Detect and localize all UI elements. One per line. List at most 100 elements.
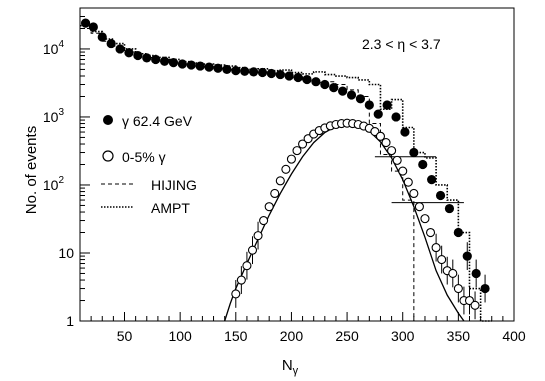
- data-point-filled: [195, 61, 205, 71]
- data-point-filled: [88, 22, 98, 32]
- data-point-open: [425, 227, 436, 238]
- x-axis-title-main: N: [282, 357, 293, 374]
- data-point-filled: [373, 109, 383, 119]
- data-point-open: [259, 215, 269, 226]
- data-point-open: [437, 255, 447, 265]
- data-point-open: [292, 146, 302, 156]
- data-point-open: [247, 245, 258, 255]
- data-point-filled: [142, 53, 152, 63]
- y-tick-label: 1: [66, 313, 74, 329]
- legend-label-central: 0-5% γ: [122, 149, 166, 165]
- data-point-filled: [133, 50, 143, 61]
- y-tick-label: 103: [43, 107, 65, 125]
- data-point-filled: [480, 283, 490, 294]
- legend-label-hijing: HIJING: [151, 177, 197, 193]
- x-tick-label: 250: [335, 328, 359, 344]
- data-point-filled: [364, 100, 374, 110]
- data-point-open: [275, 176, 285, 186]
- data-point-filled: [391, 112, 401, 122]
- data-point-open: [242, 261, 252, 271]
- y-axis-title: No. of events: [23, 126, 40, 214]
- data-point-filled: [159, 56, 170, 66]
- data-point-filled: [418, 159, 428, 170]
- data-point-filled: [124, 48, 134, 58]
- data-point-open: [264, 202, 274, 212]
- x-axis-title-sub: γ: [293, 365, 299, 377]
- data-point-open: [409, 188, 419, 199]
- data-point-filled: [355, 94, 366, 104]
- data-point-open: [270, 188, 280, 199]
- x-axis-title: Nγ: [282, 357, 299, 377]
- data-point-open: [420, 214, 430, 224]
- x-tick-label: 200: [280, 328, 304, 344]
- data-point-open: [387, 146, 397, 156]
- data-point-filled: [427, 174, 437, 185]
- data-point-filled: [186, 60, 196, 70]
- data-point-open: [414, 202, 424, 212]
- data-point-filled: [284, 71, 294, 81]
- data-point-filled: [249, 67, 259, 77]
- data-point-filled: [311, 77, 321, 87]
- data-point-filled: [435, 190, 446, 201]
- data-point-filled: [302, 74, 312, 85]
- data-point-filled: [266, 68, 277, 79]
- data-point-open: [253, 231, 263, 241]
- legend-marker-filled-circle: [103, 115, 113, 125]
- x-tick-label: 150: [224, 328, 248, 344]
- x-tick-label: 350: [447, 328, 471, 344]
- legend-label-data: γ 62.4 GeV: [122, 113, 193, 129]
- data-point-filled: [444, 203, 455, 214]
- y-tick-label: 10: [58, 245, 74, 261]
- x-tick-label: 100: [168, 328, 192, 344]
- markers: [80, 18, 490, 320]
- axes: 50 100 150 200 250 300 350 400 1 10 102 103 104: [43, 7, 526, 344]
- data-point-filled: [80, 18, 91, 28]
- data-point-open: [286, 154, 296, 164]
- x-tick-label: 300: [391, 328, 415, 344]
- x-tick-label: 50: [117, 328, 133, 344]
- data-point-filled: [329, 83, 339, 93]
- data-point-open: [231, 289, 241, 299]
- data-point-filled: [338, 86, 348, 96]
- data-point-filled: [382, 100, 392, 110]
- data-point-filled: [115, 44, 125, 54]
- data-point-filled: [151, 54, 161, 65]
- data-point-filled: [257, 67, 268, 78]
- data-point-filled: [400, 127, 410, 137]
- data-point-open: [431, 243, 441, 253]
- data-point-open: [448, 268, 458, 279]
- data-point-filled: [168, 57, 179, 68]
- data-point-filled: [240, 66, 250, 76]
- legend-marker-open-circle: [102, 150, 114, 162]
- data-point-filled: [177, 59, 187, 69]
- data-point-open: [281, 164, 291, 174]
- x-tick-label: 400: [502, 328, 526, 344]
- data-point-filled: [204, 62, 214, 72]
- data-point-open: [392, 155, 402, 165]
- data-point-filled: [320, 79, 330, 90]
- legend-label-ampt: AMPT: [151, 200, 190, 216]
- annotation-eta-range: 2.3 < η < 3.7: [362, 36, 441, 52]
- legend: γ 62.4 GeV 0-5% γ HIJING AMPT: [101, 113, 197, 216]
- data-point-open: [453, 283, 463, 294]
- data-point-filled: [462, 251, 472, 261]
- y-tick-label: 104: [43, 39, 65, 57]
- data-point-filled: [346, 90, 357, 100]
- data-point-filled: [453, 227, 463, 238]
- data-point-filled: [471, 268, 481, 279]
- ampt-histogram: [80, 24, 492, 322]
- data-point-open: [381, 138, 391, 148]
- data-point-open: [398, 166, 408, 176]
- y-tick-label: 102: [43, 175, 65, 193]
- data-point-filled: [231, 66, 241, 76]
- data-point-open: [375, 131, 386, 141]
- data-point-filled: [275, 69, 285, 80]
- data-point-filled: [222, 64, 232, 75]
- data-point-open: [236, 275, 246, 285]
- data-point-filled: [106, 38, 116, 49]
- data-point-open: [403, 177, 413, 187]
- data-point-open: [470, 300, 480, 310]
- data-point-filled: [293, 72, 303, 83]
- data-point-open: [298, 139, 308, 149]
